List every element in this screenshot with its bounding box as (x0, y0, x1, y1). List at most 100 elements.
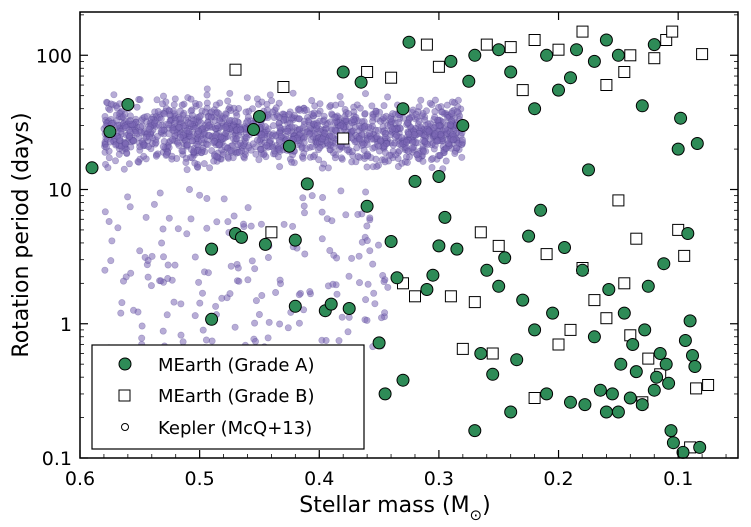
kepler-point (363, 152, 371, 160)
kepler-point (366, 214, 374, 222)
grade-b-point (229, 63, 242, 76)
grade-a-point (235, 230, 248, 244)
grade-b-point (492, 239, 505, 252)
plot-area-frame (79, 11, 739, 459)
kepler-point (214, 122, 222, 130)
grade-a-point (578, 398, 592, 412)
kepler-point (170, 298, 178, 306)
kepler-point (410, 131, 418, 139)
grade-a-point (617, 306, 631, 320)
grade-a-point (662, 376, 676, 390)
grade-b-point (648, 52, 661, 65)
legend-box (91, 344, 365, 450)
grade-a-point (641, 279, 655, 293)
kepler-point (269, 122, 277, 130)
kepler-point (328, 132, 336, 140)
kepler-point (308, 143, 316, 151)
kepler-point (153, 96, 161, 104)
grade-a-point (647, 38, 661, 52)
axis-ticks: 0.6 0.5 0.4 0.3 0.2 0.1 0.1 1 10 100 (36, 12, 738, 490)
kepler-point (213, 153, 221, 161)
kepler-point (193, 140, 201, 148)
kepler-point (196, 191, 204, 199)
kepler-point (156, 189, 164, 197)
grade-a-point (438, 210, 452, 224)
kepler-point (152, 152, 160, 160)
kepler-point (355, 279, 363, 287)
kepler-point (458, 136, 466, 144)
kepler-point (276, 320, 284, 328)
kepler-point (122, 140, 130, 148)
kepler-point (431, 96, 439, 104)
grade-b-point (409, 290, 421, 303)
kepler-point (367, 135, 375, 143)
kepler-point (337, 122, 345, 130)
kepler-point (280, 220, 288, 228)
grade-b-point (618, 66, 631, 78)
kepler-point (374, 127, 382, 135)
kepler-point (119, 113, 127, 121)
kepler-point (319, 118, 327, 126)
grade-a-point (492, 279, 506, 293)
kepler-point (391, 139, 399, 147)
grade-a-point (498, 251, 512, 265)
kepler-point (321, 129, 329, 137)
kepler-point (300, 139, 308, 147)
kepler-point (362, 188, 370, 196)
kepler-point (129, 137, 137, 145)
kepler-point (388, 125, 396, 133)
grade-b-point (702, 379, 715, 391)
kepler-point (318, 164, 326, 172)
kepler-point (204, 141, 212, 149)
kepler-point (106, 106, 114, 114)
kepler-point (210, 137, 218, 145)
kepler-point (140, 141, 148, 149)
kepler-point (163, 150, 171, 158)
grade-a-point (516, 293, 530, 307)
kepler-point (203, 91, 211, 99)
kepler-point (217, 133, 225, 141)
kepler-point (361, 110, 369, 118)
grade-a-point (205, 242, 219, 256)
kepler-point (110, 91, 118, 99)
kepler-point (380, 278, 388, 286)
kepler-point (342, 211, 350, 219)
x-tick-label: 0.4 (304, 468, 334, 490)
grade-a-point (253, 110, 266, 123)
kepler-point (202, 336, 210, 344)
kepler-point (107, 138, 115, 146)
kepler-point (276, 163, 284, 171)
grade-a-point (480, 263, 494, 277)
kepler-point (249, 105, 257, 113)
kepler-point (186, 186, 194, 194)
grade-a-point (324, 297, 338, 311)
kepler-point (163, 311, 171, 319)
kepler-point (226, 117, 234, 125)
kepler-point (380, 114, 388, 122)
x-tick-label: 0.5 (185, 468, 215, 490)
kepler-point (263, 106, 271, 114)
kepler-point (177, 115, 185, 123)
kepler-point (169, 135, 177, 143)
kepler-point (300, 209, 308, 217)
grade-a-point (408, 174, 422, 188)
grade-b-point (588, 294, 601, 307)
grade-b-point (468, 296, 481, 309)
kepler-point (301, 250, 309, 258)
grade-a-point (638, 323, 652, 337)
kepler-point (300, 117, 308, 125)
legend-marker-grade-a (118, 357, 132, 371)
kepler-point (272, 131, 280, 139)
kepler-point (234, 141, 242, 149)
kepler-point (371, 300, 379, 308)
kepler-point (451, 150, 459, 158)
kepler-point (434, 103, 442, 111)
legend-marker-grade-b (118, 389, 131, 402)
grade-b-point (678, 249, 691, 262)
kepler-point (175, 123, 183, 131)
kepler-point (116, 134, 124, 142)
kepler-point (140, 152, 148, 160)
kepler-point (170, 101, 178, 109)
kepler-point (205, 122, 213, 130)
kepler-point (448, 117, 456, 125)
